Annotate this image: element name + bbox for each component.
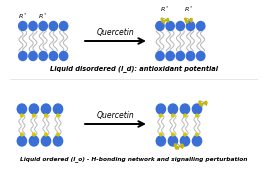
- Circle shape: [156, 51, 164, 60]
- Text: Quercetin: Quercetin: [96, 111, 134, 120]
- Circle shape: [49, 51, 58, 60]
- Circle shape: [196, 51, 205, 60]
- Circle shape: [166, 22, 174, 30]
- Circle shape: [172, 114, 174, 117]
- Circle shape: [17, 136, 27, 146]
- Circle shape: [156, 136, 166, 146]
- Circle shape: [59, 22, 68, 30]
- Circle shape: [185, 18, 186, 20]
- Circle shape: [174, 144, 176, 146]
- Circle shape: [29, 22, 37, 30]
- Circle shape: [29, 104, 39, 114]
- Circle shape: [186, 51, 195, 60]
- Circle shape: [190, 19, 192, 20]
- Circle shape: [21, 133, 23, 136]
- Circle shape: [205, 101, 207, 103]
- Circle shape: [185, 21, 187, 22]
- Text: $R^*$: $R^*$: [18, 11, 28, 21]
- Text: Quercetin: Quercetin: [96, 28, 134, 37]
- Circle shape: [33, 114, 35, 117]
- Circle shape: [49, 22, 58, 30]
- Circle shape: [41, 136, 51, 146]
- Circle shape: [180, 104, 189, 114]
- Circle shape: [172, 133, 174, 136]
- Text: $R^*$: $R^*$: [184, 4, 193, 14]
- Circle shape: [177, 147, 179, 149]
- Circle shape: [156, 22, 164, 30]
- Circle shape: [181, 144, 183, 146]
- Text: $R^*$: $R^*$: [38, 11, 48, 21]
- Circle shape: [168, 104, 177, 114]
- Circle shape: [196, 22, 205, 30]
- Circle shape: [53, 136, 63, 146]
- Circle shape: [57, 114, 59, 117]
- Circle shape: [190, 20, 192, 22]
- Circle shape: [199, 101, 201, 103]
- Circle shape: [33, 133, 35, 136]
- Circle shape: [159, 114, 162, 117]
- Circle shape: [180, 136, 189, 146]
- Text: Liquid disordered (l_d): antioxidant potential: Liquid disordered (l_d): antioxidant pot…: [50, 65, 218, 73]
- Circle shape: [176, 22, 184, 30]
- Circle shape: [176, 51, 184, 60]
- Circle shape: [196, 133, 198, 136]
- Circle shape: [163, 21, 165, 22]
- Circle shape: [156, 104, 166, 114]
- Circle shape: [41, 104, 51, 114]
- Circle shape: [192, 104, 202, 114]
- Circle shape: [168, 136, 177, 146]
- Circle shape: [19, 22, 27, 30]
- Text: $R^*$: $R^*$: [160, 4, 170, 14]
- Circle shape: [205, 103, 207, 105]
- Circle shape: [167, 19, 169, 20]
- Circle shape: [159, 133, 162, 136]
- Circle shape: [21, 114, 23, 117]
- Circle shape: [196, 114, 198, 117]
- Circle shape: [17, 104, 27, 114]
- Circle shape: [192, 136, 202, 146]
- Circle shape: [57, 133, 59, 136]
- Circle shape: [184, 133, 186, 136]
- Circle shape: [161, 18, 163, 20]
- Circle shape: [167, 20, 169, 22]
- Circle shape: [59, 51, 68, 60]
- Text: Liquid ordered (l_o) - H-bonding network and signalling perturbation: Liquid ordered (l_o) - H-bonding network…: [20, 156, 248, 162]
- Circle shape: [39, 51, 47, 60]
- Circle shape: [39, 22, 47, 30]
- Circle shape: [201, 104, 203, 106]
- Circle shape: [184, 114, 186, 117]
- Circle shape: [29, 51, 37, 60]
- Circle shape: [162, 21, 164, 22]
- Circle shape: [200, 104, 202, 106]
- Circle shape: [181, 146, 183, 148]
- Circle shape: [166, 51, 174, 60]
- Circle shape: [45, 114, 47, 117]
- Circle shape: [29, 136, 39, 146]
- Circle shape: [45, 133, 47, 136]
- Circle shape: [19, 51, 27, 60]
- Circle shape: [187, 21, 188, 22]
- Circle shape: [186, 22, 195, 30]
- Circle shape: [175, 147, 177, 149]
- Circle shape: [53, 104, 63, 114]
